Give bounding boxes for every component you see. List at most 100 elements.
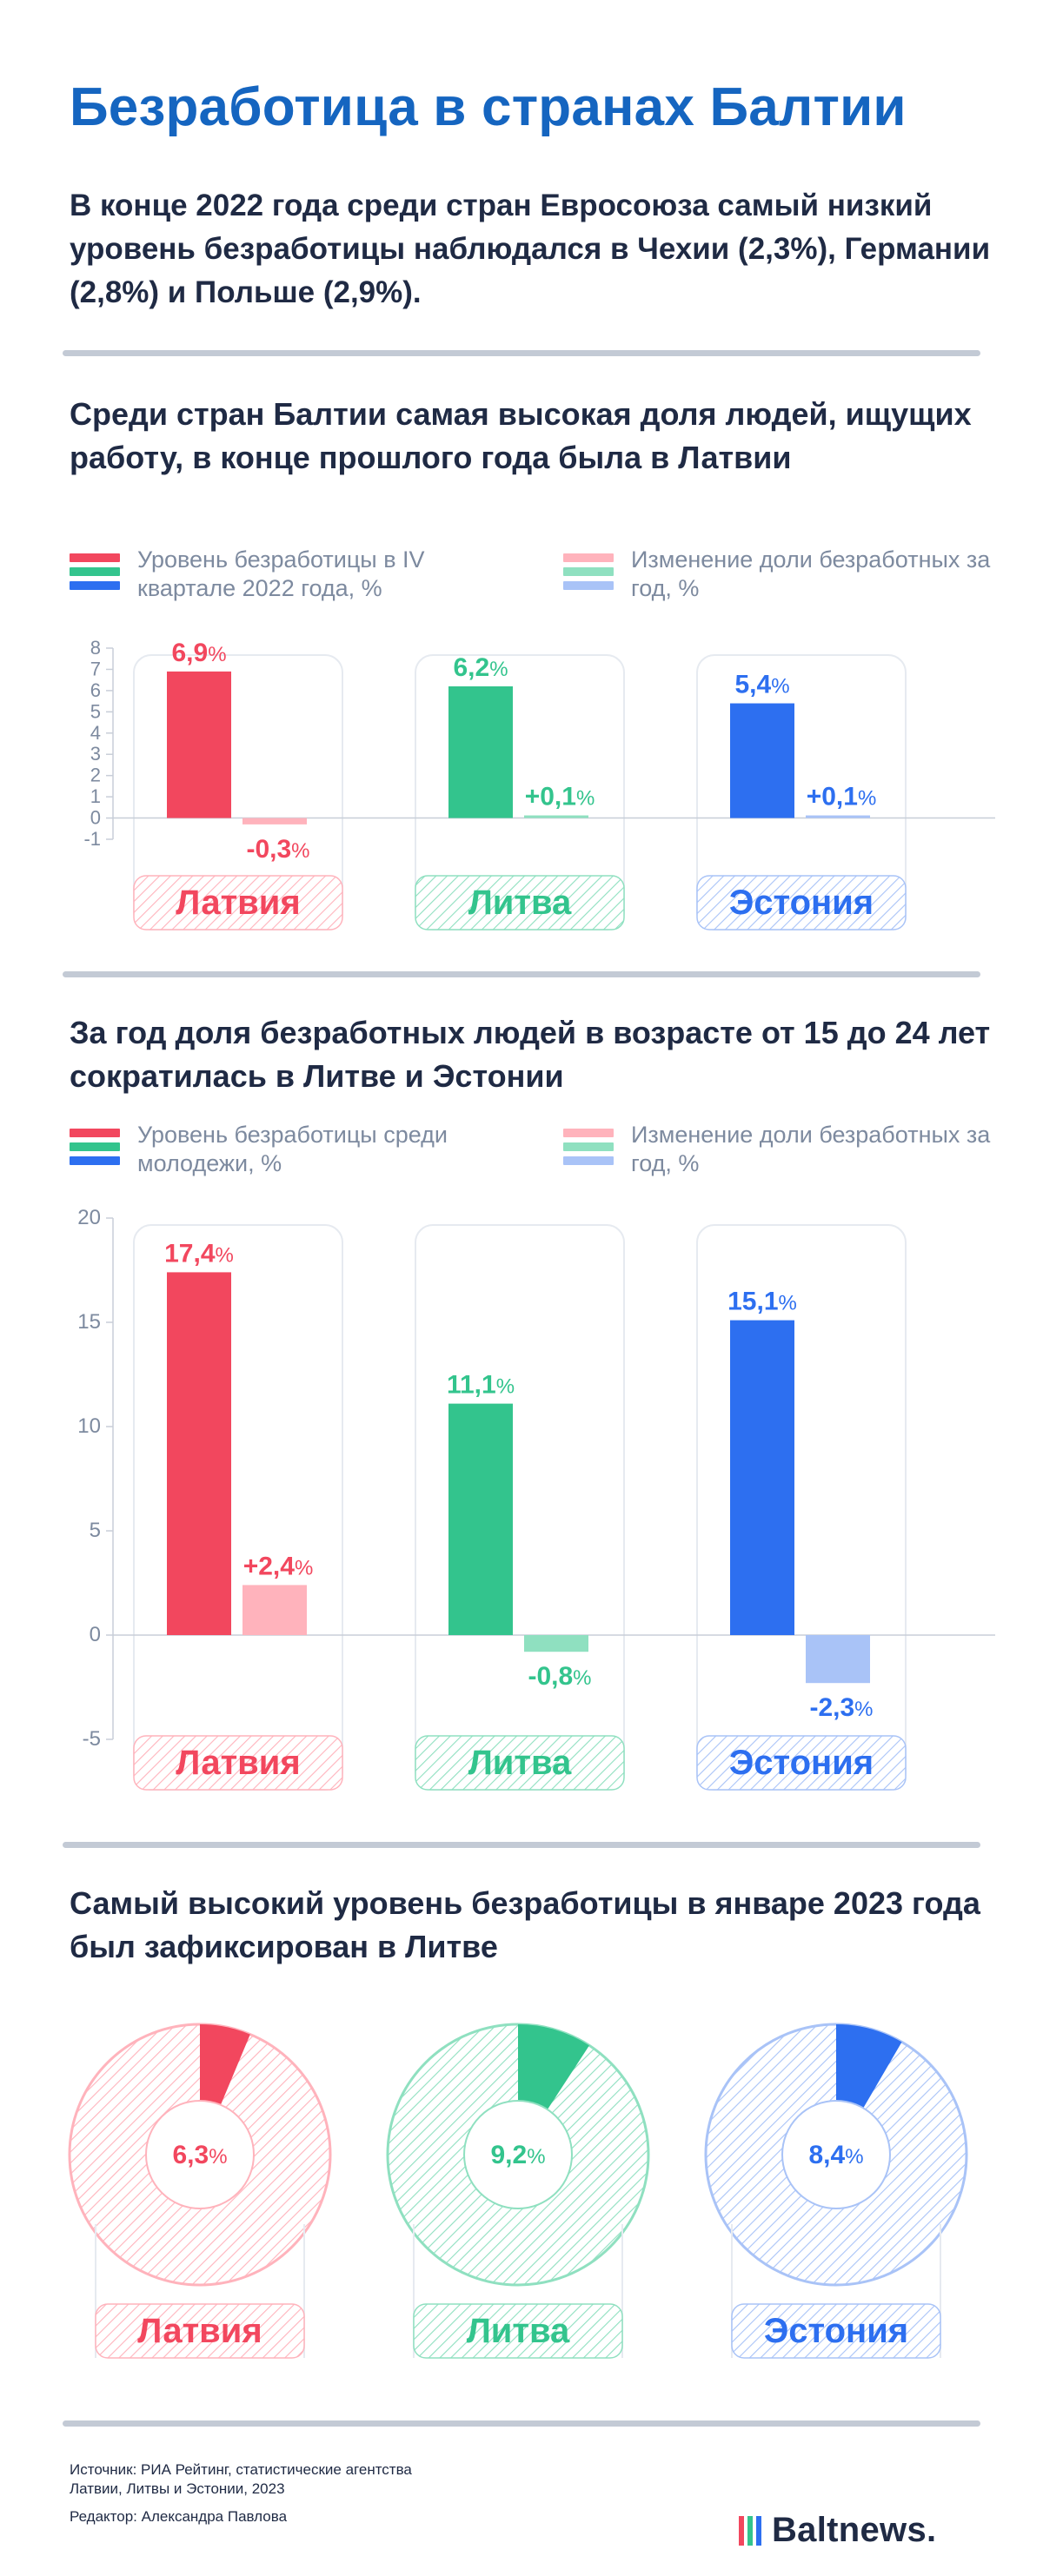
donut-chart-jan-2023: 6,3% Латвия 9,2% Литва 8,4% Эстония (68, 2023, 968, 2359)
donut-value-estonia: 8,4% (808, 2141, 863, 2169)
y-tick-label: 7 (90, 658, 101, 679)
donut-slice-estonia (836, 2024, 902, 2109)
y-tick-label: 10 (77, 1414, 101, 1438)
section3-title: Самый высокий уровень безработицы в янва… (70, 1885, 980, 1964)
country-label-latvia: Латвия (137, 2312, 262, 2350)
y-tick-label: 20 (77, 1206, 101, 1229)
bar-change-estonia (806, 815, 870, 818)
bar-label-level-lithuania: 11,1% (447, 1371, 515, 1400)
country-label-box (415, 875, 625, 930)
donut-hole (145, 2100, 255, 2209)
baltnews-logo-icon (739, 2516, 763, 2546)
country-label-estonia: Эстония (729, 1744, 874, 1782)
country-label-box (95, 2303, 305, 2359)
legend-swatches-change (563, 553, 614, 595)
legend-label-change2: Изменение доли безработных за год, % (631, 1122, 991, 1176)
y-tick-label: 5 (90, 1519, 101, 1542)
y-tick-label: 0 (90, 1623, 101, 1646)
y-tick-label: -5 (83, 1727, 101, 1751)
country-card-frame (133, 1224, 343, 1791)
bar-chart-youth: 20 15 10 5 0 -5 17,4% +2,4% 11,1% -0,8% 15,1% -2,3%… (77, 1206, 995, 1791)
section1-title: Среди стран Балтии самая высокая доля лю… (70, 396, 972, 475)
country-label-box (415, 1735, 625, 1791)
bar-label-change-estonia: -2,3% (809, 1693, 873, 1722)
country-label-box (413, 2303, 623, 2359)
editor-note: Редактор: Александра Павлова (70, 2508, 288, 2525)
legend-swatch-lithuania (70, 1142, 120, 1151)
country-label-box (696, 875, 907, 930)
legend-swatch-latvia (70, 553, 120, 562)
legend-swatches-youth (70, 1129, 120, 1170)
bar-label-change-lithuania: -0,8% (528, 1662, 591, 1691)
y-tick-label: -1 (83, 828, 101, 850)
source-note: Источник: РИА Рейтинг, статистические аг… (70, 2461, 412, 2497)
bar-label-level-estonia: 5,4% (734, 671, 789, 699)
legend-swatch-lithuania-light (563, 567, 614, 576)
bar-label-change-latvia: +2,4% (243, 1552, 314, 1580)
baltnews-logo: Baltnews. (772, 2511, 937, 2549)
country-card-frame (415, 1224, 625, 1791)
country-label-box (133, 1735, 343, 1791)
y-tick-label: 1 (90, 785, 101, 807)
legend-swatch-lithuania-light (563, 1142, 614, 1151)
divider (63, 350, 980, 356)
legend-swatches-main (70, 553, 120, 595)
legend-label-youth: Уровень безработицы среди молодежи, % (137, 1122, 448, 1176)
bar-label-level-lithuania: 6,2% (453, 653, 508, 682)
donut-slice-lithuania (518, 2024, 589, 2110)
bar-level-lithuania (448, 1403, 513, 1635)
legend-swatches-change2 (563, 1129, 614, 1170)
bar-label-level-estonia: 15,1% (727, 1288, 797, 1316)
y-tick-label: 3 (90, 743, 101, 765)
donut-hole (463, 2100, 573, 2209)
legend-swatch-estonia-light (563, 581, 614, 590)
legend-swatch-estonia (70, 1156, 120, 1165)
country-label-estonia: Эстония (729, 884, 874, 922)
y-tick-label: 6 (90, 679, 101, 701)
legend-swatch-latvia (70, 1129, 120, 1137)
section2-title: За год доля безработных людей в возрасте… (70, 1015, 991, 1094)
legend-swatch-lithuania (70, 567, 120, 576)
divider (63, 1842, 980, 1848)
country-label-lithuania: Литва (468, 884, 572, 922)
bar-label-change-estonia: +0,1% (807, 783, 877, 811)
country-label-lithuania: Литва (467, 2312, 570, 2350)
bar-change-lithuania (524, 1635, 588, 1652)
donut-slice-latvia (200, 2024, 250, 2105)
legend-swatch-latvia-light (563, 1129, 614, 1137)
bar-level-latvia (167, 1272, 231, 1635)
legend-swatch-latvia-light (563, 553, 614, 562)
bar-label-change-lithuania: +0,1% (525, 783, 595, 811)
page-title: Безработица в странах Балтии (70, 77, 907, 137)
y-tick-label: 15 (77, 1310, 101, 1334)
country-label-latvia: Латвия (176, 884, 300, 922)
bar-label-level-latvia: 17,4% (164, 1239, 234, 1268)
bar-level-latvia (167, 671, 231, 818)
bar-label-change-latvia: -0,3% (246, 835, 309, 864)
legend-label-level: Уровень безработицы в IV квартале 2022 г… (137, 546, 425, 601)
donut-value-lithuania: 9,2% (490, 2141, 545, 2169)
country-label-box (133, 875, 343, 930)
country-label-latvia: Латвия (176, 1744, 300, 1782)
legend-swatch-estonia (70, 581, 120, 590)
donut-hole (781, 2100, 891, 2209)
y-tick-label: 8 (90, 637, 101, 659)
y-tick-label: 0 (90, 807, 101, 829)
bar-label-level-latvia: 6,9% (171, 639, 226, 667)
y-tick-label: 5 (90, 700, 101, 722)
country-label-box (731, 2303, 941, 2359)
donut-value-latvia: 6,3% (172, 2141, 227, 2169)
country-label-box (696, 1735, 907, 1791)
y-tick-label: 4 (90, 722, 101, 744)
bar-change-latvia (242, 818, 307, 824)
bar-change-estonia (806, 1635, 870, 1684)
divider (63, 2420, 980, 2427)
bar-level-lithuania (448, 686, 513, 818)
y-tick-label: 2 (90, 765, 101, 786)
divider (63, 971, 980, 977)
intro-text: В конце 2022 года среди стран Евросоюза … (70, 189, 991, 309)
bar-change-latvia (242, 1585, 307, 1635)
legend-label-change: Изменение доли безработных за год, % (631, 546, 991, 601)
bar-change-lithuania (524, 815, 588, 818)
